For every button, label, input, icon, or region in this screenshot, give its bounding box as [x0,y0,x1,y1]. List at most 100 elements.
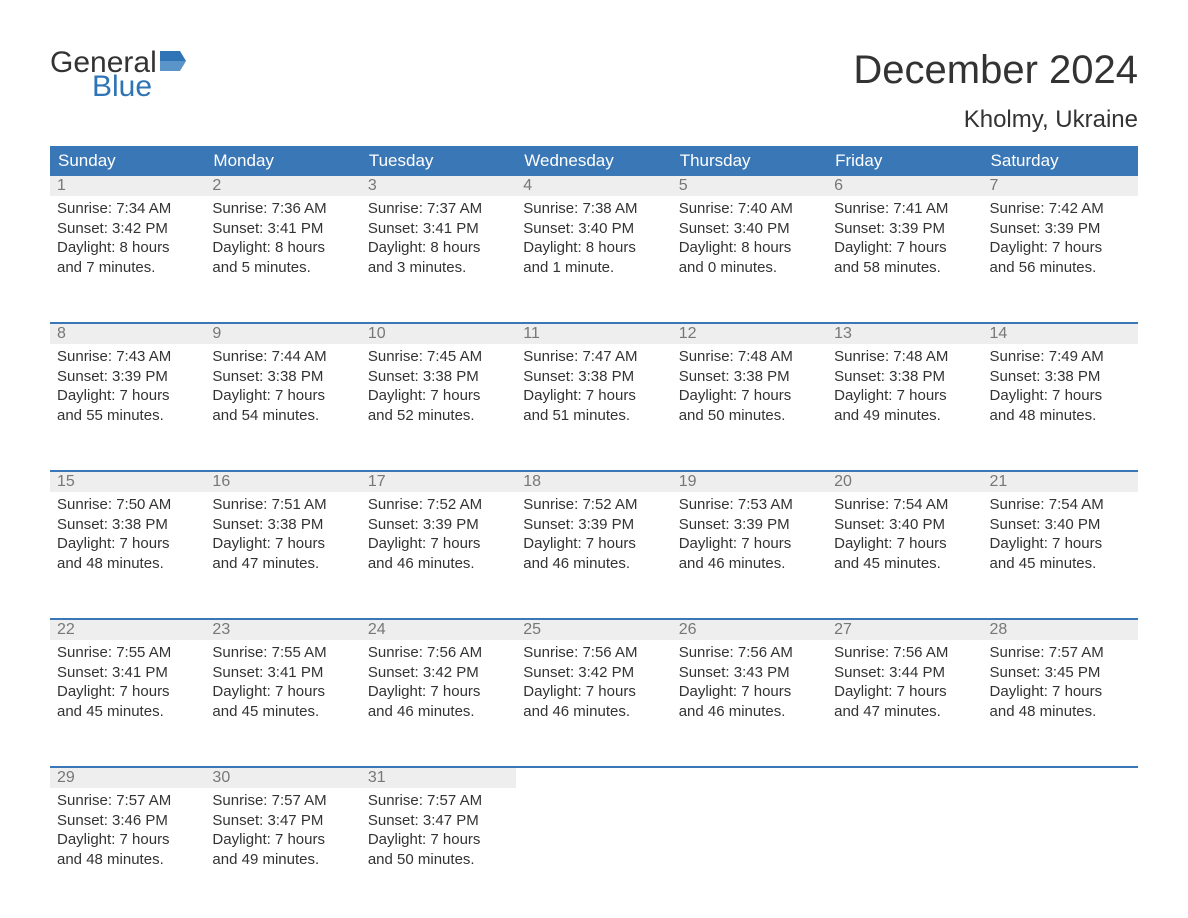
calendar-day: Sunrise: 7:54 AMSunset: 3:40 PMDaylight:… [827,492,982,618]
daylight-text-2: and 52 minutes. [368,406,509,426]
daylight-text-2: and 5 minutes. [212,258,353,278]
daylight-text-2: and 3 minutes. [368,258,509,278]
sunrise-text: Sunrise: 7:41 AM [834,199,975,219]
daylight-text-1: Daylight: 7 hours [57,534,198,554]
daylight-text-2: and 1 minute. [523,258,664,278]
calendar-day: Sunrise: 7:42 AMSunset: 3:39 PMDaylight:… [983,196,1138,322]
sunset-text: Sunset: 3:39 PM [368,515,509,535]
sunrise-text: Sunrise: 7:51 AM [212,495,353,515]
day-number: 4 [516,176,671,196]
weekday-header: Thursday [672,146,827,176]
daylight-text-1: Daylight: 7 hours [834,534,975,554]
day-number: 9 [205,324,360,344]
day-number: 16 [205,472,360,492]
sunset-text: Sunset: 3:42 PM [368,663,509,683]
daylight-text-2: and 46 minutes. [679,554,820,574]
daylight-text-2: and 46 minutes. [523,554,664,574]
sunrise-text: Sunrise: 7:52 AM [368,495,509,515]
sunrise-text: Sunrise: 7:57 AM [212,791,353,811]
sunset-text: Sunset: 3:46 PM [57,811,198,831]
daylight-text-2: and 49 minutes. [212,850,353,870]
calendar-day: Sunrise: 7:49 AMSunset: 3:38 PMDaylight:… [983,344,1138,470]
sunrise-text: Sunrise: 7:57 AM [57,791,198,811]
sunrise-text: Sunrise: 7:56 AM [368,643,509,663]
sunrise-text: Sunrise: 7:54 AM [990,495,1131,515]
sunrise-text: Sunrise: 7:54 AM [834,495,975,515]
daylight-text-2: and 58 minutes. [834,258,975,278]
daylight-text-1: Daylight: 8 hours [212,238,353,258]
sunset-text: Sunset: 3:42 PM [523,663,664,683]
calendar-day: Sunrise: 7:56 AMSunset: 3:43 PMDaylight:… [672,640,827,766]
daylight-text-1: Daylight: 7 hours [212,534,353,554]
day-number: 24 [361,620,516,640]
day-number: 7 [983,176,1138,196]
day-number: 30 [205,768,360,788]
day-number: 20 [827,472,982,492]
daylight-text-2: and 47 minutes. [834,702,975,722]
daylight-text-2: and 48 minutes. [57,850,198,870]
calendar-day: Sunrise: 7:34 AMSunset: 3:42 PMDaylight:… [50,196,205,322]
sunset-text: Sunset: 3:47 PM [368,811,509,831]
sunset-text: Sunset: 3:38 PM [990,367,1131,387]
sunset-text: Sunset: 3:40 PM [679,219,820,239]
weekday-header: Friday [827,146,982,176]
sunrise-text: Sunrise: 7:56 AM [679,643,820,663]
sunset-text: Sunset: 3:39 PM [990,219,1131,239]
sunset-text: Sunset: 3:41 PM [368,219,509,239]
sunrise-text: Sunrise: 7:40 AM [679,199,820,219]
day-number: 2 [205,176,360,196]
sunset-text: Sunset: 3:39 PM [523,515,664,535]
sunset-text: Sunset: 3:39 PM [57,367,198,387]
calendar-day: Sunrise: 7:48 AMSunset: 3:38 PMDaylight:… [827,344,982,470]
sunrise-text: Sunrise: 7:43 AM [57,347,198,367]
daylight-text-2: and 56 minutes. [990,258,1131,278]
calendar-day: Sunrise: 7:57 AMSunset: 3:47 PMDaylight:… [205,788,360,914]
daylight-text-1: Daylight: 7 hours [523,534,664,554]
daylight-text-1: Daylight: 7 hours [679,682,820,702]
sunrise-text: Sunrise: 7:53 AM [679,495,820,515]
daylight-text-1: Daylight: 7 hours [212,830,353,850]
daylight-text-2: and 7 minutes. [57,258,198,278]
daylight-text-1: Daylight: 7 hours [990,238,1131,258]
sunset-text: Sunset: 3:44 PM [834,663,975,683]
calendar-day: Sunrise: 7:40 AMSunset: 3:40 PMDaylight:… [672,196,827,322]
calendar-day [983,788,1138,914]
calendar-day: Sunrise: 7:52 AMSunset: 3:39 PMDaylight:… [361,492,516,618]
day-number: 11 [516,324,671,344]
daylight-text-1: Daylight: 7 hours [834,682,975,702]
day-number: 6 [827,176,982,196]
daylight-text-1: Daylight: 8 hours [57,238,198,258]
sunrise-text: Sunrise: 7:57 AM [990,643,1131,663]
daylight-text-2: and 45 minutes. [212,702,353,722]
day-number: 26 [672,620,827,640]
calendar-day: Sunrise: 7:51 AMSunset: 3:38 PMDaylight:… [205,492,360,618]
day-number: 27 [827,620,982,640]
sunset-text: Sunset: 3:47 PM [212,811,353,831]
sunset-text: Sunset: 3:41 PM [212,219,353,239]
calendar-day [516,788,671,914]
daylight-text-1: Daylight: 7 hours [57,682,198,702]
calendar-day: Sunrise: 7:55 AMSunset: 3:41 PMDaylight:… [205,640,360,766]
daylight-text-1: Daylight: 7 hours [990,386,1131,406]
calendar-day: Sunrise: 7:57 AMSunset: 3:45 PMDaylight:… [983,640,1138,766]
daylight-text-2: and 48 minutes. [990,702,1131,722]
daylight-text-1: Daylight: 8 hours [523,238,664,258]
daylight-text-2: and 0 minutes. [679,258,820,278]
sunset-text: Sunset: 3:45 PM [990,663,1131,683]
sunrise-text: Sunrise: 7:57 AM [368,791,509,811]
daylight-text-2: and 47 minutes. [212,554,353,574]
day-number: 15 [50,472,205,492]
sunset-text: Sunset: 3:40 PM [834,515,975,535]
daylight-text-2: and 48 minutes. [990,406,1131,426]
sunrise-text: Sunrise: 7:47 AM [523,347,664,367]
calendar-day [827,788,982,914]
weekday-header: Sunday [50,146,205,176]
daylight-text-1: Daylight: 8 hours [368,238,509,258]
calendar-day: Sunrise: 7:56 AMSunset: 3:42 PMDaylight:… [361,640,516,766]
sunrise-text: Sunrise: 7:34 AM [57,199,198,219]
day-number: 31 [361,768,516,788]
calendar-day [672,788,827,914]
daylight-text-2: and 49 minutes. [834,406,975,426]
sunrise-text: Sunrise: 7:55 AM [212,643,353,663]
calendar-day: Sunrise: 7:55 AMSunset: 3:41 PMDaylight:… [50,640,205,766]
